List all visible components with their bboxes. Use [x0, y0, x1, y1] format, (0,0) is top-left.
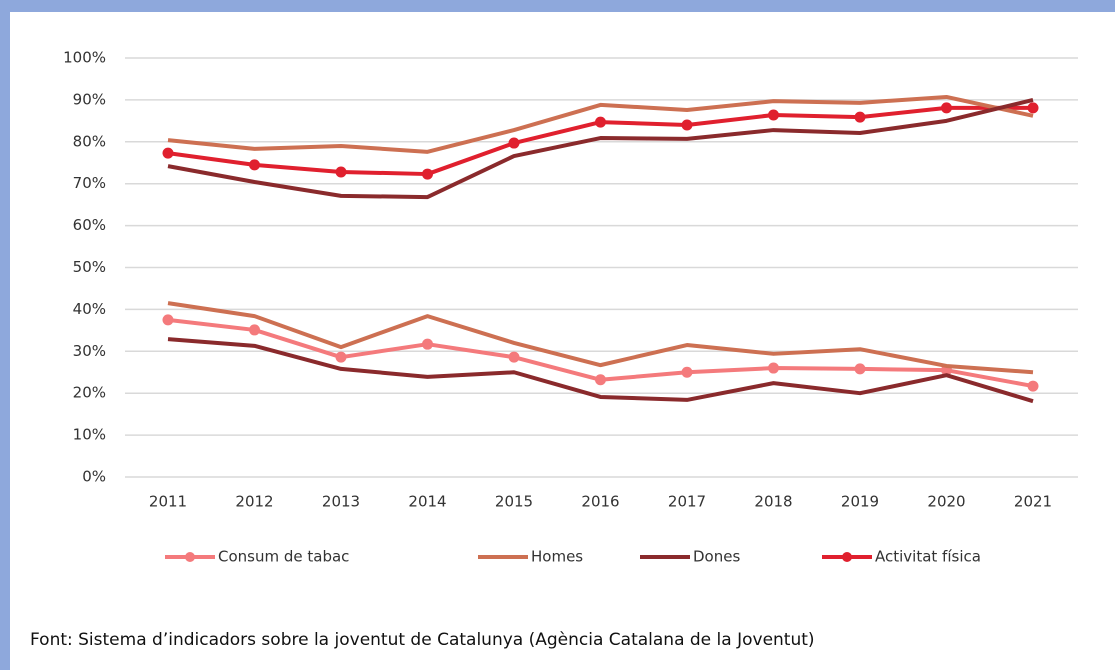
y-tick-label: 80%: [73, 132, 106, 150]
series-marker: [681, 366, 693, 378]
series-marker: [595, 116, 606, 128]
series-marker: [1027, 380, 1039, 392]
y-tick-label: 90%: [73, 90, 106, 108]
top-border: [0, 0, 1115, 12]
y-tick-label: 100%: [63, 49, 106, 67]
series-marker: [768, 109, 779, 121]
legend-label: Activitat física: [875, 548, 981, 566]
y-tick-label: 10%: [73, 426, 106, 444]
series-marker: [335, 351, 347, 363]
x-tick-label: 2021: [1014, 493, 1052, 511]
x-tick-label: 2011: [149, 493, 187, 511]
y-tick-label: 30%: [73, 342, 106, 360]
y-tick-label: 60%: [73, 216, 106, 234]
series-marker: [249, 324, 260, 336]
series-line: [167, 97, 1034, 200]
x-tick-label: 2019: [841, 493, 879, 511]
series-line: [167, 94, 1034, 154]
series-marker: [768, 362, 779, 374]
series-marker: [508, 351, 520, 363]
y-tick-label: 0%: [82, 468, 106, 486]
series-marker: [941, 102, 952, 114]
series-line: [167, 301, 1034, 375]
series-marker: [595, 374, 606, 386]
y-tick-label: 20%: [73, 384, 106, 402]
series-marker: [508, 137, 520, 149]
series-marker: [681, 119, 693, 131]
series-marker: [335, 166, 347, 178]
series-marker: [162, 314, 174, 326]
source-note: Font: Sistema d’indicadors sobre la jove…: [30, 630, 815, 650]
y-tick-label: 70%: [73, 174, 106, 192]
series-marker: [249, 159, 260, 171]
x-tick-label: 2017: [668, 493, 706, 511]
x-tick-label: 2018: [754, 493, 792, 511]
legend-marker: [842, 552, 852, 562]
series-marker: [1027, 102, 1039, 114]
series-marker: [854, 363, 866, 375]
x-tick-label: 2020: [927, 493, 965, 511]
legend-label: Dones: [693, 548, 740, 566]
series-line: [167, 337, 1034, 404]
series-marker: [422, 338, 433, 350]
series-marker: [854, 111, 866, 123]
series-marker: [422, 168, 433, 180]
x-tick-label: 2012: [235, 493, 273, 511]
y-tick-label: 50%: [73, 258, 106, 276]
legend-marker: [185, 552, 195, 562]
series-marker: [162, 147, 174, 159]
x-tick-label: 2016: [581, 493, 619, 511]
left-border: [0, 0, 10, 670]
legend-label: Homes: [531, 548, 583, 566]
x-tick-label: 2015: [495, 493, 533, 511]
x-tick-label: 2013: [322, 493, 360, 511]
legend-label: Consum de tabac: [218, 548, 349, 566]
x-tick-label: 2014: [408, 493, 446, 511]
y-tick-label: 40%: [73, 300, 106, 318]
